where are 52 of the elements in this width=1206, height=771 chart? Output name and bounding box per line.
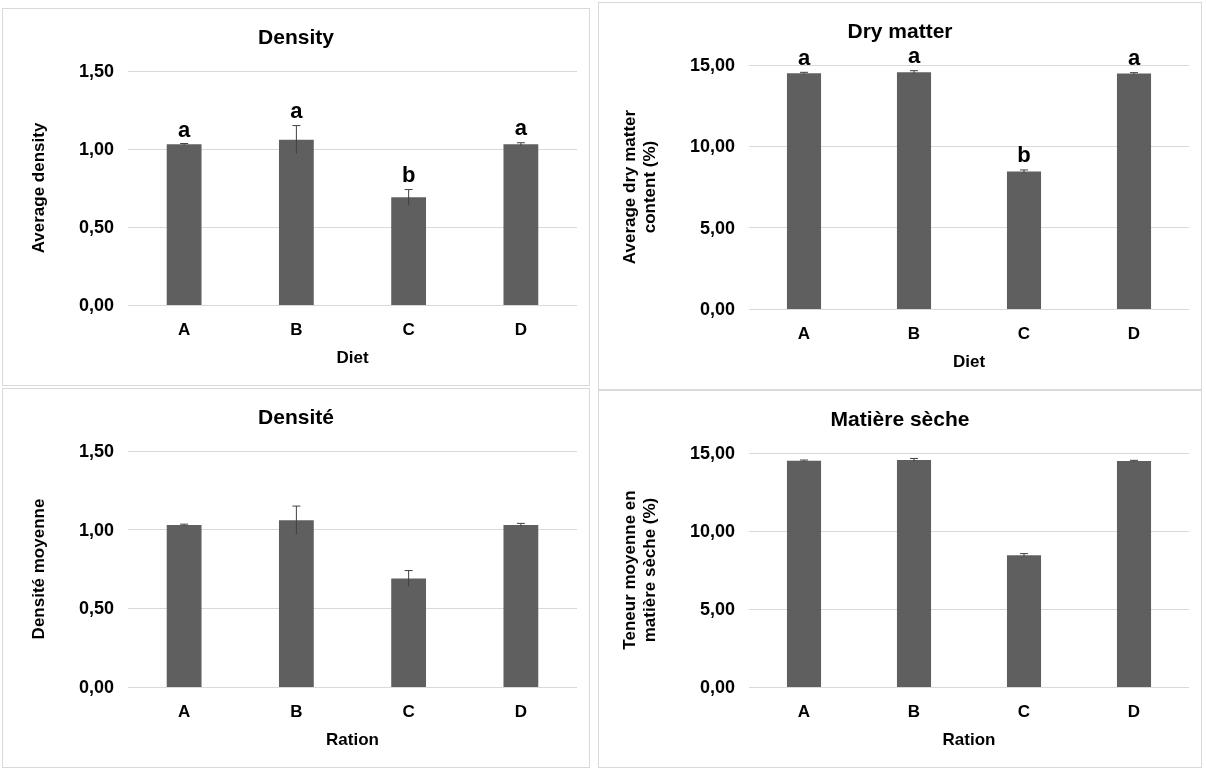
x-tick-label: B: [907, 324, 921, 343]
y-tick-label: 15,00: [689, 55, 735, 75]
annotation: a: [907, 43, 921, 69]
x-tick-label: C: [1017, 324, 1031, 343]
annotation: a: [797, 44, 811, 70]
y-tick-label: 0,00: [699, 677, 735, 697]
y-axis-title: Teneur moyenne en matière sèche (%): [619, 490, 659, 650]
y-tick-label: 0,00: [78, 295, 114, 315]
x-tick-label: B: [290, 320, 303, 339]
x-axis-title: Diet: [336, 348, 369, 367]
chart-title: Density: [258, 25, 335, 48]
annotation: b: [1017, 142, 1031, 168]
y-tick-label: 0,50: [78, 217, 114, 237]
x-tick-label: C: [1017, 702, 1031, 721]
annotation: a: [1127, 45, 1141, 71]
x-tick-label: D: [514, 702, 528, 721]
annotation: a: [290, 98, 304, 124]
y-tick-label: 10,00: [689, 521, 735, 541]
y-tick-label: 5,00: [699, 599, 735, 619]
x-tick-label: C: [402, 702, 415, 721]
x-tick-label: A: [177, 320, 191, 339]
y-tick-label: 0,50: [78, 598, 114, 619]
y-tick-label: 1,00: [78, 139, 114, 159]
y-axis-title: Densité moyenne: [28, 498, 48, 640]
x-tick-label: C: [402, 320, 415, 339]
chart-title: Matière sèche: [830, 407, 970, 430]
x-tick-label: A: [177, 702, 191, 721]
annotation: a: [178, 116, 191, 142]
x-tick-label: D: [1127, 324, 1141, 343]
x-tick-label: A: [797, 324, 811, 343]
chart-title: Densité: [258, 405, 334, 428]
y-tick-label: 5,00: [699, 217, 735, 238]
annotation: a: [514, 115, 528, 141]
x-tick-label: B: [907, 702, 921, 721]
y-axis-title: Average dry matter content (%): [619, 109, 659, 265]
chart-title: Dry matter: [847, 19, 953, 42]
y-tick-label: 15,00: [689, 443, 735, 463]
x-axis-title: Ration: [326, 730, 379, 749]
x-tick-label: B: [290, 702, 303, 721]
y-axis-title: Average density: [28, 122, 48, 254]
y-tick-label: 0,00: [78, 677, 114, 697]
annotation: b: [401, 162, 416, 188]
x-axis-title: Diet: [952, 352, 986, 371]
x-tick-label: A: [797, 702, 811, 721]
y-tick-label: 1,50: [78, 441, 114, 461]
y-tick-label: 1,00: [78, 519, 114, 540]
x-axis-title: Ration: [942, 730, 996, 749]
y-tick-label: 10,00: [689, 136, 735, 157]
y-tick-label: 0,00: [699, 299, 735, 319]
y-tick-label: 1,50: [78, 61, 114, 81]
x-tick-label: D: [514, 320, 528, 339]
x-tick-label: D: [1127, 702, 1141, 721]
